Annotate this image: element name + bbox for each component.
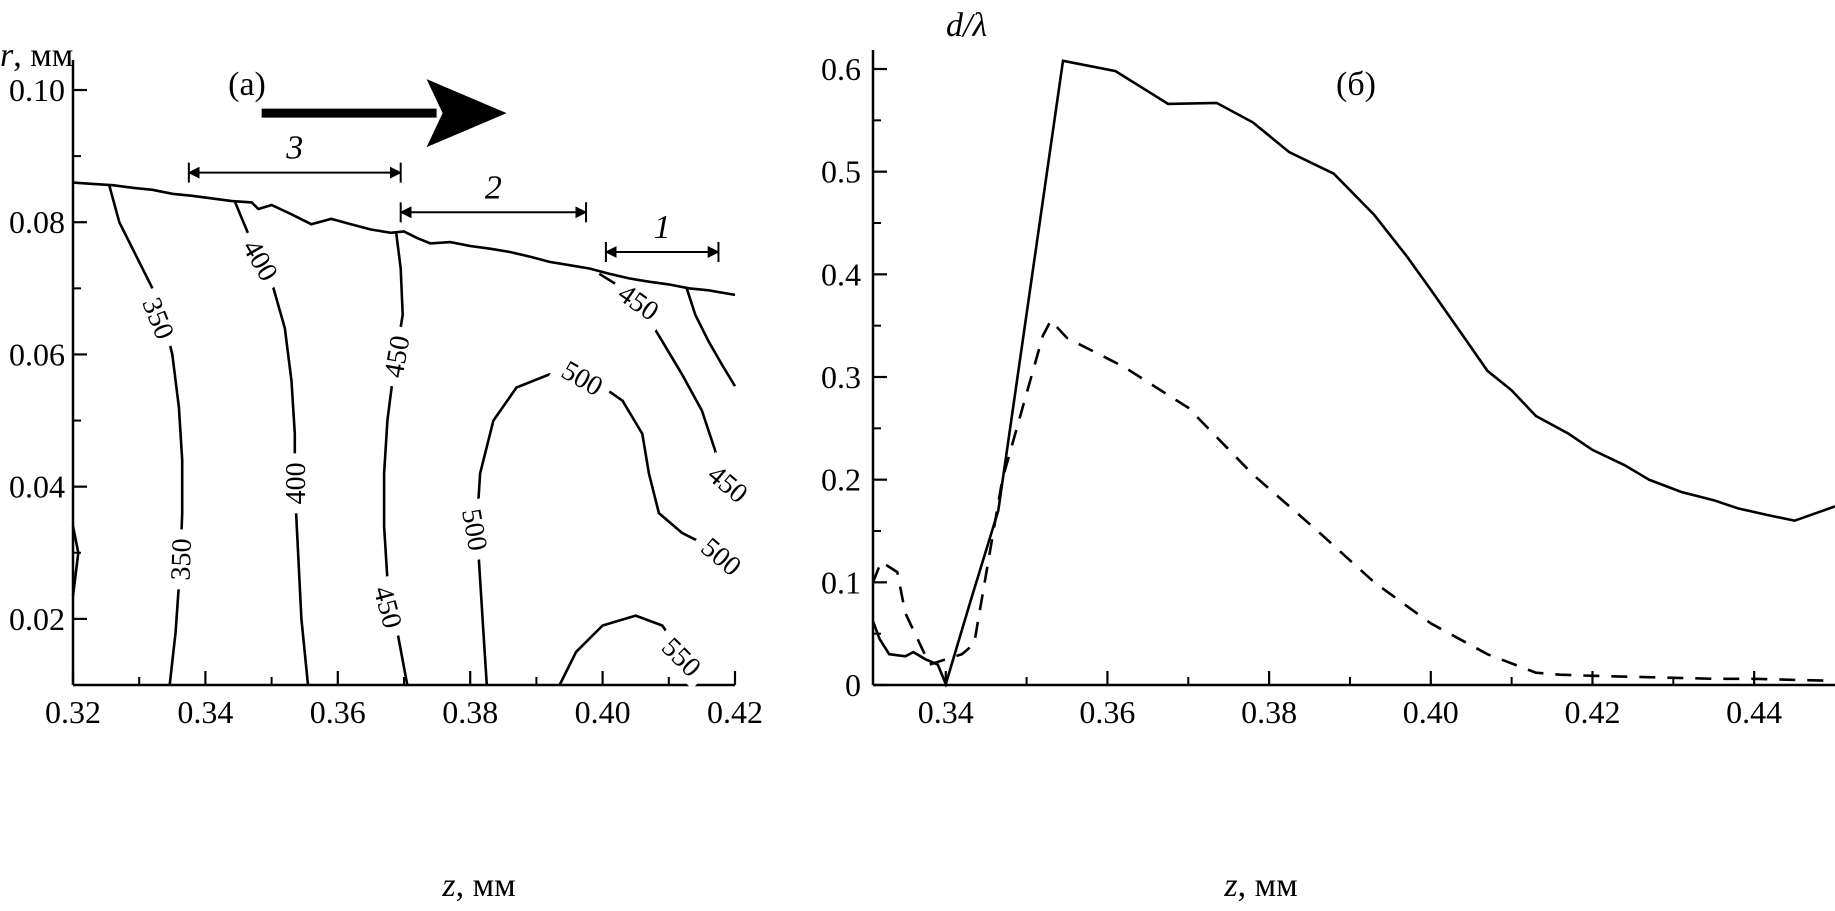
panel-a-y-label: r, мм (0, 37, 73, 74)
panel-b-label: (б) (1336, 66, 1376, 103)
panel-a-y-ticks: 0.02 0.04 0.06 0.08 0.10 (9, 72, 87, 637)
x-tick-label: 0.40 (575, 694, 631, 730)
panel-b-y-ticks: 0 0.1 0.2 0.3 0.4 0.5 0.6 (821, 51, 887, 703)
big-arrow-head (426, 79, 507, 148)
y-tick-label: 0 (845, 667, 861, 703)
contour-label-bg (132, 284, 186, 352)
region-label: 1 (654, 209, 671, 246)
y-tick-label: 0.04 (9, 469, 65, 505)
y-tick-label: 0.1 (821, 564, 861, 600)
y-tick-label: 0.08 (9, 204, 65, 240)
y-tick-label: 0.6 (821, 51, 861, 87)
contour-label-bg (375, 324, 418, 389)
panel-a-x-ticks: 0.32 0.34 0.36 0.38 0.40 0.42 (45, 671, 763, 730)
contour-label-bg (163, 528, 198, 590)
x-tick-label: 0.34 (918, 694, 974, 730)
x-tick-label: 0.40 (1403, 694, 1459, 730)
y-tick-label: 0.06 (9, 336, 65, 372)
contour-label-bg (649, 624, 715, 690)
contour-label-bg (605, 271, 673, 332)
contour-line (108, 185, 184, 686)
x-tick-label: 0.42 (1564, 694, 1620, 730)
panel-a-x-label: z, мм (441, 867, 515, 904)
contour-line (71, 526, 80, 596)
contour-label-bg (548, 348, 617, 407)
x-tick-label: 0.32 (45, 694, 101, 730)
panel-b-x-ticks: 0.34 0.36 0.38 0.40 0.42 0.44 (918, 671, 1782, 730)
contour-label: 350 (166, 538, 198, 581)
flow-direction-arrow (261, 79, 507, 148)
y-tick-label: 0.02 (9, 601, 65, 637)
x-tick-label: 0.36 (1079, 694, 1135, 730)
contour-line (685, 287, 737, 387)
x-tick-label: 0.42 (707, 694, 763, 730)
contour-label: 400 (281, 462, 312, 504)
dashed-series-line (871, 318, 1835, 683)
y-tick-label: 0.10 (9, 72, 65, 108)
interface-curve (72, 181, 736, 297)
solid-series-line (871, 59, 1835, 688)
contour-label-bg (232, 225, 290, 294)
contour-label-bg (365, 573, 412, 641)
panel-b-y-label: d/λ (946, 7, 987, 44)
contour-label-bg (454, 497, 497, 562)
x-tick-label: 0.44 (1726, 694, 1782, 730)
panel-b-series (871, 59, 1835, 688)
contour-label-bg (688, 524, 756, 588)
region-label: 3 (285, 130, 303, 167)
panel-a-label: (а) (228, 66, 266, 103)
contour-label-bg (278, 453, 311, 514)
panel-b-x-label: z, мм (1223, 867, 1297, 904)
contour-label: 500 (455, 507, 493, 554)
region-label: 2 (485, 169, 502, 206)
y-tick-label: 0.3 (821, 359, 861, 395)
x-tick-label: 0.36 (310, 694, 366, 730)
panel-a: 0.32 0.34 0.36 0.38 0.40 0.42 0.020.040.060.0… (0, 37, 763, 904)
contour-label: 450 (379, 333, 417, 380)
contour-label-bg (695, 451, 762, 515)
x-tick-label: 0.34 (177, 694, 233, 730)
x-tick-label: 0.38 (442, 694, 498, 730)
y-tick-label: 0.5 (821, 154, 861, 190)
y-tick-label: 0.2 (821, 462, 861, 498)
region-markers: 3 2 1 (187, 130, 720, 262)
contour-label: 450 (367, 583, 408, 632)
x-tick-label: 0.38 (1241, 694, 1297, 730)
y-tick-label: 0.4 (821, 256, 861, 292)
contour-line (475, 372, 739, 686)
panel-b: 0.34 0.36 0.38 0.40 0.42 0.44 0 0.1 0.2 0.3 0.4 0.… (821, 7, 1835, 904)
